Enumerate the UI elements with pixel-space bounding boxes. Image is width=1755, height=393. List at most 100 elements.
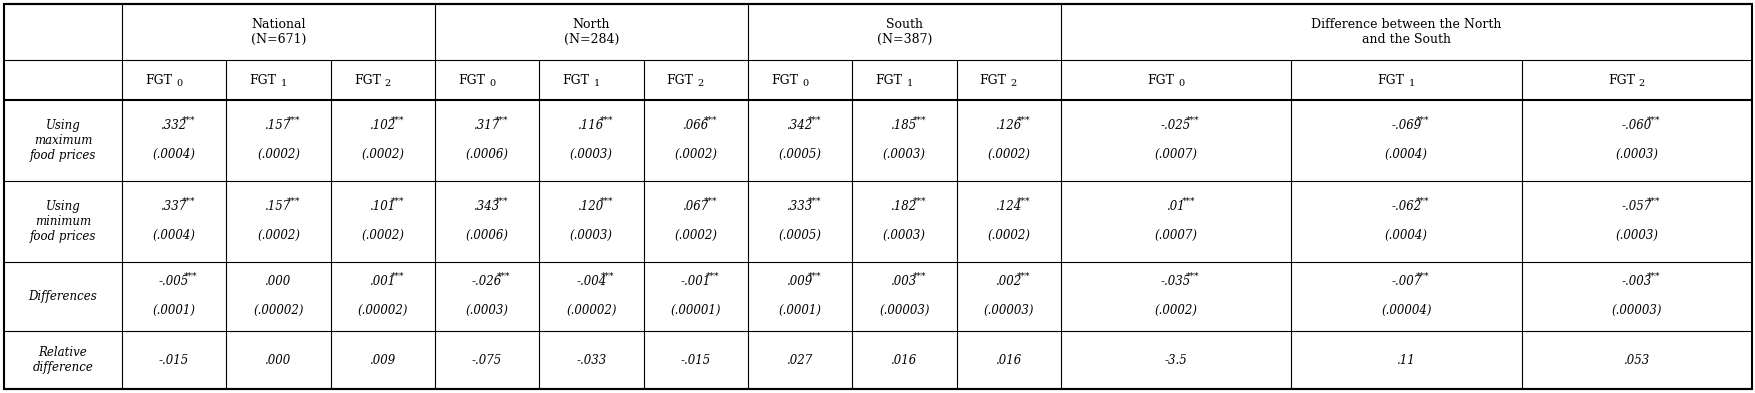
Text: ***: *** (1185, 272, 1199, 281)
Text: -.015: -.015 (160, 354, 190, 367)
Text: (.00001): (.00001) (670, 304, 721, 317)
Text: -.004: -.004 (576, 275, 605, 288)
Text: .185: .185 (892, 119, 918, 132)
Text: ***: *** (598, 116, 612, 125)
Text: (.0005): (.0005) (777, 148, 821, 161)
Text: ***: *** (913, 272, 925, 281)
Text: 2: 2 (1011, 79, 1016, 88)
Text: (.00002): (.00002) (565, 304, 616, 317)
Text: .317: .317 (474, 119, 500, 132)
Text: FGT: FGT (876, 73, 902, 86)
Text: (.0002): (.0002) (674, 229, 716, 242)
Text: .157: .157 (265, 119, 291, 132)
Text: .116: .116 (577, 119, 604, 132)
Text: ***: *** (1415, 272, 1429, 281)
Text: (.0006): (.0006) (465, 148, 509, 161)
Text: ***: *** (913, 116, 925, 125)
Text: (.0002): (.0002) (1153, 304, 1197, 317)
Text: ***: *** (497, 272, 511, 281)
Text: (.0002): (.0002) (256, 148, 300, 161)
Text: ***: *** (391, 197, 404, 206)
Text: ***: *** (183, 116, 195, 125)
Text: FGT: FGT (353, 73, 381, 86)
Text: Differences: Differences (28, 290, 97, 303)
Text: .002: .002 (995, 275, 1021, 288)
Text: (.0005): (.0005) (777, 229, 821, 242)
Text: (.0004): (.0004) (1385, 148, 1427, 161)
Text: FGT: FGT (1608, 73, 1634, 86)
Text: -.005: -.005 (160, 275, 190, 288)
Text: (.0001): (.0001) (153, 304, 195, 317)
Text: 2: 2 (697, 79, 704, 88)
Text: ***: *** (286, 197, 300, 206)
Text: ***: *** (1415, 197, 1429, 206)
Text: Relative
difference: Relative difference (33, 346, 93, 374)
Text: .343: .343 (474, 200, 500, 213)
Text: .101: .101 (370, 200, 395, 213)
Text: FGT: FGT (249, 73, 276, 86)
Text: (.00003): (.00003) (1611, 304, 1662, 317)
Text: North
(N=284): North (N=284) (563, 18, 620, 46)
Text: .332: .332 (161, 119, 188, 132)
Text: FGT: FGT (979, 73, 1006, 86)
Text: ***: *** (1016, 197, 1030, 206)
Text: (.00003): (.00003) (879, 304, 928, 317)
Text: ***: *** (704, 197, 716, 206)
Text: ***: *** (913, 197, 925, 206)
Text: .067: .067 (683, 200, 709, 213)
Text: Using
maximum
food prices: Using maximum food prices (30, 119, 97, 162)
Text: FGT: FGT (146, 73, 172, 86)
Text: ***: *** (807, 197, 821, 206)
Text: 2: 2 (1637, 79, 1644, 88)
Text: -.035: -.035 (1160, 275, 1190, 288)
Text: -.026: -.026 (472, 275, 502, 288)
Text: .000: .000 (265, 354, 291, 367)
Text: (.00004): (.00004) (1381, 304, 1430, 317)
Text: (.0003): (.0003) (570, 148, 612, 161)
Text: .124: .124 (995, 200, 1021, 213)
Text: (.0003): (.0003) (465, 304, 509, 317)
Text: ***: *** (1646, 197, 1658, 206)
Text: 0: 0 (176, 79, 183, 88)
Text: 0: 0 (1178, 79, 1183, 88)
Text: ***: *** (807, 116, 821, 125)
Text: .102: .102 (370, 119, 395, 132)
Text: FGT: FGT (1146, 73, 1174, 86)
Text: -.003: -.003 (1622, 275, 1651, 288)
Text: .053: .053 (1623, 354, 1650, 367)
Text: 1: 1 (1408, 79, 1415, 88)
Text: (.0007): (.0007) (1153, 229, 1197, 242)
Text: (.0004): (.0004) (153, 229, 195, 242)
Text: .016: .016 (995, 354, 1021, 367)
Text: ***: *** (183, 197, 195, 206)
Text: ***: *** (1016, 116, 1030, 125)
Text: (.0002): (.0002) (674, 148, 716, 161)
Text: FGT: FGT (1376, 73, 1404, 86)
Text: .337: .337 (161, 200, 188, 213)
Text: (.0004): (.0004) (1385, 229, 1427, 242)
Text: (.0004): (.0004) (153, 148, 195, 161)
Text: 0: 0 (802, 79, 807, 88)
Text: ***: *** (1415, 116, 1429, 125)
Text: (.0006): (.0006) (465, 229, 509, 242)
Text: ***: *** (704, 116, 716, 125)
Text: -.001: -.001 (681, 275, 711, 288)
Text: .003: .003 (892, 275, 918, 288)
Text: .333: .333 (786, 200, 813, 213)
Text: Using
minimum
food prices: Using minimum food prices (30, 200, 97, 243)
Text: .342: .342 (786, 119, 813, 132)
Text: .066: .066 (683, 119, 709, 132)
Text: -.057: -.057 (1622, 200, 1651, 213)
Text: (.0002): (.0002) (362, 148, 404, 161)
Text: (.0002): (.0002) (986, 229, 1030, 242)
Text: (.0003): (.0003) (883, 229, 925, 242)
Text: ***: *** (807, 272, 821, 281)
Text: ***: *** (184, 272, 197, 281)
Text: FGT: FGT (562, 73, 590, 86)
Text: ***: *** (706, 272, 718, 281)
Text: (.0003): (.0003) (1615, 229, 1657, 242)
Text: (.0002): (.0002) (986, 148, 1030, 161)
Text: ***: *** (495, 197, 509, 206)
Text: (.0007): (.0007) (1153, 148, 1197, 161)
Text: ***: *** (495, 116, 509, 125)
